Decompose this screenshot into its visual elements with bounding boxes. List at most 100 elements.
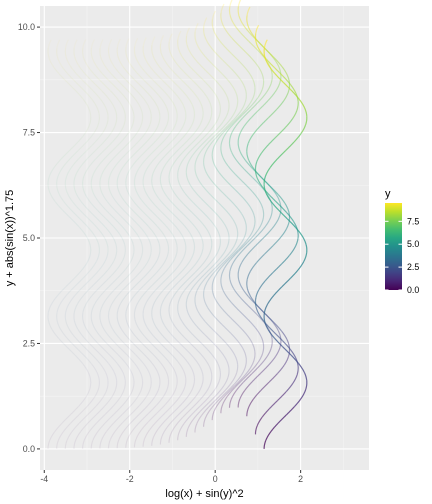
curve-segment: [148, 156, 157, 166]
colorbar-tick-label: 5.0: [407, 239, 419, 249]
curve-path: [219, 40, 240, 62]
curve-segment: [260, 176, 270, 187]
curve-segment: [178, 280, 188, 290]
curve-segment: [239, 61, 248, 71]
curve-segment: [75, 431, 82, 441]
curve-segment: [147, 62, 155, 73]
curve-segment: [194, 359, 202, 369]
curve-segment: [241, 253, 249, 263]
curve-segment: [198, 278, 206, 288]
curve-segment: [196, 73, 206, 83]
curve-segment: [87, 226, 96, 236]
curve-segment: [230, 126, 237, 136]
curve-path: [266, 195, 286, 218]
curve-segment: [153, 335, 162, 345]
curve-path: [256, 138, 275, 161]
curve-segment: [264, 320, 269, 330]
curve-segment: [248, 95, 255, 106]
curve-segment: [95, 405, 105, 416]
curve-segment: [108, 320, 114, 330]
curve-path: [233, 363, 247, 386]
curve-segment: [87, 405, 97, 416]
curve-segment: [240, 32, 250, 42]
series-curve: [60, 108, 287, 160]
curve-segment: [249, 262, 257, 272]
curve-segment: [73, 184, 77, 194]
series-curve: [49, 151, 272, 203]
curve-segment: [267, 329, 275, 339]
curve-segment: [208, 218, 217, 228]
curve-segment: [251, 364, 261, 375]
curve-segment: [177, 167, 180, 176]
curve-segment: [127, 81, 137, 91]
curve-segment: [274, 67, 284, 77]
curve-segment: [211, 147, 215, 157]
curve-segment: [255, 289, 260, 299]
curve-segment: [47, 39, 52, 49]
curve-path: [234, 238, 255, 261]
curve-path: [249, 162, 269, 185]
curve-segment: [129, 149, 140, 159]
series-curve: [77, 91, 302, 143]
curve-path: [195, 394, 217, 417]
curve-segment: [130, 252, 135, 262]
curve-segment: [95, 397, 104, 407]
curve-segment: [161, 88, 171, 99]
curve-segment: [205, 170, 212, 180]
curve-segment: [264, 313, 274, 323]
curve-segment: [246, 152, 250, 161]
curve-segment: [148, 371, 152, 381]
curve-segment: [127, 336, 137, 347]
curve-segment: [263, 39, 268, 49]
curve-segment: [116, 47, 119, 57]
curve-segment: [56, 175, 59, 185]
curve-segment: [240, 102, 246, 112]
curve-segment: [260, 381, 270, 392]
curve-path: [264, 322, 280, 344]
curve-segment: [216, 389, 226, 399]
curve-path: [253, 36, 275, 58]
curve-path: [237, 6, 246, 29]
curve-segment: [178, 331, 188, 341]
curve-segment: [165, 106, 170, 116]
curve-segment: [246, 288, 252, 298]
curve-path: [208, 257, 229, 280]
curve-segment: [125, 363, 132, 373]
curve-segment: [244, 94, 247, 103]
curve-segment: [69, 405, 80, 416]
curve-segment: [103, 64, 112, 74]
curve-segment: [242, 230, 247, 240]
curve-segment: [282, 346, 292, 356]
curve-segment: [113, 414, 123, 424]
curve-segment: [194, 269, 205, 279]
curve-segment: [168, 178, 172, 187]
series-curve: [57, 296, 283, 348]
curve-segment: [156, 225, 165, 236]
curve-segment: [151, 362, 158, 372]
curve-segment: [169, 314, 174, 324]
curve-path: [259, 175, 278, 197]
curve-segment: [131, 421, 141, 432]
curve-segment: [155, 147, 166, 158]
curve-segment: [224, 29, 233, 39]
curve-path: [229, 281, 246, 303]
curve-segment: [85, 295, 93, 305]
curve-segment: [260, 217, 264, 226]
curve-segment: [168, 33, 173, 42]
curve-segment: [103, 329, 111, 339]
curve-segment: [231, 151, 238, 161]
curve-segment: [226, 122, 235, 133]
curve-segment: [157, 216, 167, 227]
curve-segment: [260, 336, 265, 345]
curve-segment: [211, 10, 216, 20]
curve-path: [255, 412, 266, 435]
curve-path: [210, 46, 232, 69]
curve-path: [251, 208, 256, 231]
curve-segment: [63, 201, 72, 211]
curve-segment: [118, 166, 124, 176]
curve-segment: [68, 329, 77, 339]
curve-segment: [194, 304, 200, 314]
curve-segment: [185, 300, 188, 310]
curve-path: [185, 289, 193, 311]
curve-segment: [196, 415, 202, 425]
